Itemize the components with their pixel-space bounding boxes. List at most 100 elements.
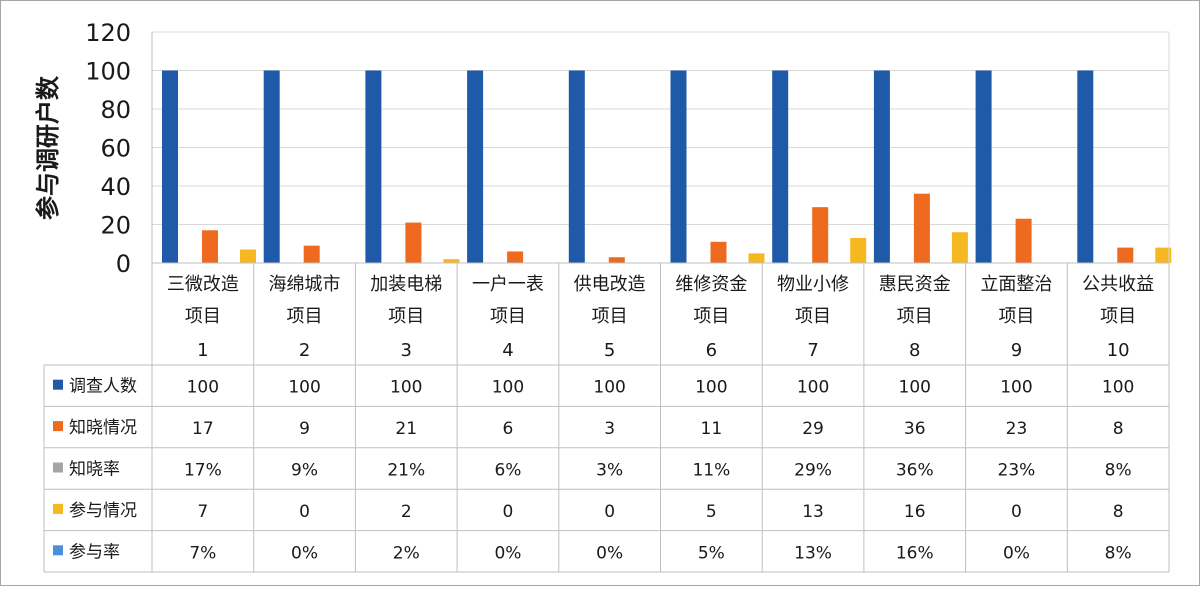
category-label: 3: [401, 340, 412, 361]
y-tick-label: 100: [85, 58, 131, 86]
category-label: 项目: [185, 306, 221, 327]
category-label: 惠民资金: [879, 274, 951, 295]
category-label: 6: [706, 340, 717, 361]
bar-知晓情况: [913, 193, 930, 263]
table-cell: 0%: [596, 543, 623, 563]
category-label: 项目: [795, 306, 831, 327]
category-label: 项目: [998, 306, 1034, 327]
category-label: 物业小修: [777, 274, 849, 295]
table-cell: 5%: [698, 543, 725, 563]
bar-参与情况: [748, 253, 765, 263]
y-tick-label: 120: [85, 19, 131, 47]
category-label: 5: [604, 340, 615, 361]
table-cell: 100: [593, 378, 625, 398]
table-cell: 16: [904, 502, 926, 522]
table-cell: 21: [395, 419, 417, 439]
y-tick-label: 0: [116, 250, 131, 278]
table-cell: 13%: [794, 543, 832, 563]
bar-调查人数: [975, 70, 992, 263]
bar-知晓情况: [812, 207, 829, 263]
legend-label: 调查人数: [69, 377, 137, 397]
table-cell: 0: [299, 502, 310, 522]
table-cell: 100: [695, 378, 727, 398]
table-cell: 11: [701, 419, 723, 439]
table-cell: 8: [1113, 419, 1124, 439]
bar-知晓情况: [608, 257, 625, 263]
legend-label: 参与情况: [69, 501, 137, 521]
bar-参与情况: [240, 249, 256, 263]
y-tick-label: 40: [100, 173, 131, 201]
category-label: 一户一表: [472, 274, 544, 295]
table-cell: 17%: [184, 461, 222, 481]
category-label: 4: [502, 340, 513, 361]
legend-key-参与情况: [53, 503, 63, 514]
table-cell: 11%: [692, 461, 730, 481]
table-cell: 36%: [896, 461, 934, 481]
bar-调查人数: [873, 70, 890, 263]
table-cell: 100: [492, 378, 524, 398]
table-cell: 6: [503, 419, 514, 439]
bar-调查人数: [365, 70, 382, 263]
bar-知晓情况: [710, 241, 727, 263]
bar-参与情况: [850, 237, 867, 263]
legend-key-调查人数: [53, 379, 63, 390]
table-cell: 3: [604, 419, 615, 439]
table-cell: 23: [1006, 419, 1028, 439]
legend-key-知晓情况: [53, 421, 63, 432]
category-label: 项目: [693, 306, 729, 327]
table-cell: 100: [899, 378, 931, 398]
table-cell: 3%: [596, 461, 623, 481]
table-cell: 0: [1011, 502, 1022, 522]
table-cell: 9: [299, 419, 310, 439]
y-tick-label: 20: [100, 212, 131, 240]
table-cell: 0: [503, 502, 514, 522]
bar-参与情况: [951, 232, 968, 263]
bar-知晓情况: [1117, 247, 1134, 263]
table-cell: 2: [401, 502, 412, 522]
y-axis-label: 参与调研户数: [34, 75, 62, 220]
legend-label: 知晓率: [69, 460, 120, 480]
bar-参与情况: [1155, 247, 1172, 263]
table-cell: 100: [187, 378, 219, 398]
table-cell: 21%: [387, 461, 425, 481]
table-cell: 0%: [1003, 543, 1030, 563]
table-cell: 23%: [998, 461, 1036, 481]
bar-调查人数: [568, 70, 585, 263]
table-cell: 100: [390, 378, 422, 398]
table-cell: 2%: [393, 543, 420, 563]
table-cell: 100: [288, 378, 320, 398]
legend-label: 参与率: [69, 542, 120, 562]
table-cell: 17: [192, 419, 214, 439]
category-label: 加装电梯: [370, 274, 442, 295]
table-cell: 5: [706, 502, 717, 522]
category-label: 1: [197, 340, 208, 361]
table-cell: 8%: [1105, 543, 1132, 563]
category-label: 项目: [1100, 306, 1136, 327]
table-cell: 8%: [1105, 461, 1132, 481]
legend-label: 知晓情况: [69, 418, 137, 438]
bar-调查人数: [1077, 70, 1094, 263]
bars: [162, 70, 1172, 263]
table-cell: 100: [1000, 378, 1032, 398]
table-cell: 13: [802, 502, 824, 522]
table-cell: 6%: [494, 461, 521, 481]
category-label: 项目: [897, 306, 933, 327]
category-label: 8: [909, 340, 920, 361]
category-label: 公共收益: [1082, 274, 1154, 295]
category-label: 立面整治: [980, 274, 1052, 295]
bar-参与情况: [443, 259, 460, 263]
bar-调查人数: [772, 70, 789, 263]
bar-知晓情况: [507, 251, 524, 263]
y-tick-label: 60: [100, 135, 131, 163]
category-label: 项目: [592, 306, 628, 327]
table-cell: 100: [1102, 378, 1134, 398]
bar-知晓情况: [303, 245, 320, 263]
bar-知晓情况: [202, 230, 218, 263]
category-label: 10: [1107, 340, 1130, 361]
bar-调查人数: [670, 70, 687, 263]
category-label: 供电改造: [574, 274, 646, 295]
table-cell: 36: [904, 419, 926, 439]
